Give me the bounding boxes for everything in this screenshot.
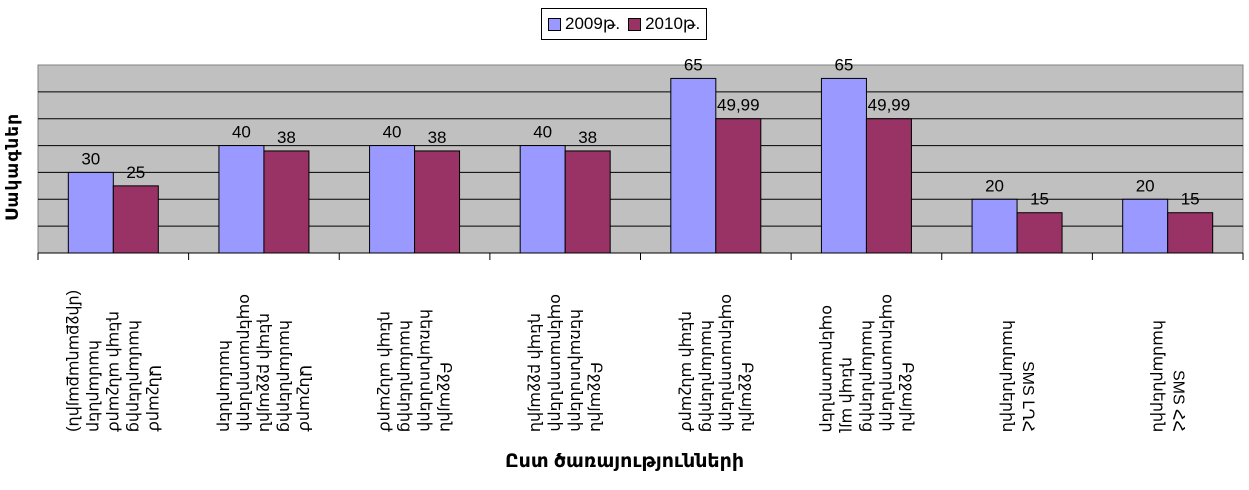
- bar-2010թ.-0: [112, 185, 159, 254]
- bar-2009թ.-3: [519, 145, 566, 254]
- bar-2010թ.-5: [865, 118, 912, 254]
- data-label-2009թ.-1: 40: [232, 123, 251, 142]
- category-label-text: Անշարժ համարներից դեպի բջջային օպերատորն…: [215, 294, 313, 432]
- data-label-2009թ.-3: 40: [533, 123, 552, 142]
- bar-2010թ.-1: [263, 150, 310, 254]
- bar-2009թ.-2: [369, 145, 416, 254]
- bar-2010թ.-4: [715, 118, 762, 254]
- legend-item-2010: 2010թ.: [628, 14, 700, 34]
- category-label-3: Բջջային հեռախոսների օպերատորների դեպի բջ…: [490, 272, 640, 432]
- category-label-text: Բջջային օպերատորների համարներից դեպի այլ…: [818, 294, 916, 432]
- category-label-text: Բջջային հեռախոսների համարներից դեպի անշա…: [376, 309, 454, 432]
- data-label-2010թ.-5: 49,99: [868, 96, 911, 115]
- bar-2010թ.-2: [414, 150, 461, 254]
- data-label-2010թ.-7: 15: [1181, 190, 1200, 209]
- data-label-2009թ.-6: 20: [985, 176, 1004, 195]
- data-labels: 30 25 40 38 40 38 40 38 65 49,99 65 49,99 20 15 20 15: [81, 55, 1199, 208]
- category-label-text: Բջջային հեռախոսների օպերատորների դեպի բջ…: [527, 294, 605, 432]
- data-label-2009թ.-7: 20: [1136, 176, 1155, 195]
- y-axis-title: Սակագներ: [2, 82, 24, 252]
- bar-2009թ.-5: [820, 77, 867, 254]
- category-label-4: Բջջային օպերատորների համարներից դեպի անշ…: [641, 272, 791, 432]
- category-label-5: Բջջային օպերատորների համարներից դեպի այլ…: [791, 272, 941, 432]
- data-label-2010թ.-0: 25: [126, 163, 145, 182]
- category-label-6: SMS ԼՂՀ համարներին: [942, 272, 1092, 432]
- bar-2009թ.-0: [67, 171, 114, 254]
- category-label-text: SMS ԼՂՀ համարներին: [999, 319, 1037, 432]
- bar-2010թ.-7: [1167, 212, 1214, 254]
- legend-swatch-2010: [628, 17, 642, 31]
- legend-label-2010: 2010թ.: [645, 14, 701, 33]
- x-axis-title: Ըստ ծառայությունների: [504, 451, 745, 472]
- data-label-2010թ.-3: 38: [578, 128, 597, 147]
- data-label-2010թ.-2: 38: [428, 128, 447, 147]
- x-axis: [37, 252, 1244, 260]
- data-label-2009թ.-0: 30: [81, 149, 100, 168]
- legend-swatch-2009: [548, 17, 561, 31]
- bar-2009թ.-4: [670, 77, 717, 254]
- category-label-2: Բջջային հեռախոսների համարներից դեպի անշա…: [340, 272, 490, 432]
- bar-2010թ.-3: [564, 150, 611, 254]
- legend-item-2009: 2009թ.: [548, 14, 620, 34]
- data-label-2010թ.-1: 38: [277, 128, 296, 147]
- bar-2010թ.-6: [1016, 212, 1063, 254]
- data-label-2009թ.-5: 65: [834, 55, 853, 74]
- category-label-text: Անշարժ համարներից դեպի անշարժ համարներ (…: [65, 290, 163, 432]
- data-label-2009թ.-4: 65: [684, 55, 703, 74]
- bars: [67, 77, 1214, 254]
- data-label-2009թ.-2: 40: [383, 123, 402, 142]
- bar-2009թ.-7: [1122, 198, 1169, 254]
- data-label-2010թ.-6: 15: [1030, 190, 1049, 209]
- category-label-text: SMS ՀՀ համարներին: [1149, 319, 1187, 432]
- bar-2009թ.-6: [971, 198, 1018, 254]
- legend-label-2009: 2009թ.: [565, 14, 621, 33]
- data-label-2010թ.-4: 49,99: [717, 96, 760, 115]
- y-axis-title-text: Սակագներ: [3, 113, 23, 221]
- legend: 2009թ. 2010թ.: [541, 8, 708, 40]
- category-label-text: Բջջային օպերատորների համարներից դեպի անշ…: [677, 294, 755, 432]
- category-label-1: Անշարժ համարներից դեպի բջջային օպերատորն…: [189, 272, 339, 432]
- category-label-0: Անշարժ համարներից դեպի անշարժ համարներ (…: [38, 272, 188, 432]
- bar-2009թ.-1: [218, 145, 265, 254]
- category-label-7: SMS ՀՀ համարներին: [1093, 272, 1243, 432]
